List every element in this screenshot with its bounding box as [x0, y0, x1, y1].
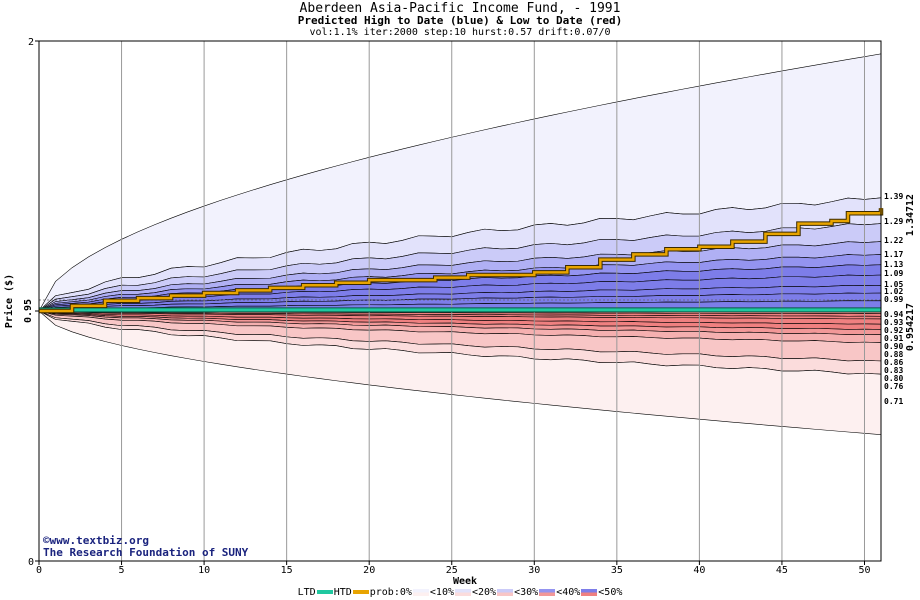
legend-swatch-10: [455, 588, 471, 596]
right-value-low: 0.954217: [905, 303, 916, 351]
band-end-label-5: 1.09: [884, 269, 903, 278]
legend-swatch-0: [412, 588, 429, 596]
chart-title: Aberdeen Asia-Pacific Income Fund, - 199…: [299, 1, 621, 16]
label-layer: 1.39 1.29 1.22 1.171.131.09 1.051.020.99 0.94…: [884, 192, 916, 406]
legend-prob-label: prob:0%: [369, 587, 412, 598]
x-axis-label: Week: [453, 576, 477, 587]
legend-htd-label: HTD: [333, 587, 352, 598]
credit-block: ©www.textbiz.org The Research Foundation…: [43, 535, 248, 559]
chart-subtitle: Predicted High to Date (blue) & Low to D…: [297, 14, 623, 27]
x-tick-label-30: 30: [528, 565, 540, 576]
y-axis-label: Price ($): [3, 274, 15, 328]
x-tick-label-5: 5: [119, 565, 125, 576]
y-tick-label-0: 0: [28, 557, 34, 568]
band-layer: [38, 41, 882, 561]
x-tick-label-10: 10: [198, 565, 210, 576]
legend-swatch-20: [497, 588, 514, 596]
x-tick-label-45: 45: [776, 565, 788, 576]
legend-item-50: <50%: [598, 587, 623, 598]
series-layer: [39, 208, 884, 314]
x-tick-label-35: 35: [611, 565, 623, 576]
band-end-label-7: 1.02: [884, 287, 903, 296]
band-end-label-9: 0.94: [884, 310, 903, 319]
band-end-label-15: 0.86: [884, 358, 903, 367]
legend-item-30: <30%: [514, 587, 539, 598]
band-end-label-19: 0.71: [884, 397, 903, 406]
band-end-label-17: 0.80: [884, 374, 903, 383]
band-end-label-12: 0.91: [884, 334, 903, 343]
x-tick-label-20: 20: [363, 565, 375, 576]
band-end-label-14: 0.88: [884, 350, 903, 359]
legend-item-40: <40%: [556, 587, 581, 598]
htd-line: [39, 208, 883, 313]
legend: LTD HTD prob:0% <10% <20% <30% <40% <50%: [0, 587, 920, 598]
legend-swatch-40: [581, 588, 598, 596]
right-value-high: 1.34712: [905, 194, 916, 236]
legend-ltd-swatch: [316, 590, 333, 594]
y-tick-label-start: 0.95: [23, 299, 34, 323]
band-end-label-18: 0.76: [884, 382, 903, 391]
band-end-label-16: 0.83: [884, 366, 903, 375]
band-end-label-2: 1.22: [884, 236, 903, 245]
grid-layer: [39, 41, 881, 561]
copyright-icon: ©: [43, 534, 50, 547]
plot-frame: [38, 40, 882, 562]
chart-params: vol:1.1% iter:2000 step:10 hurst:0.57 dr…: [309, 27, 611, 38]
band-end-label-13: 0.90: [884, 342, 903, 351]
x-tick-label-0: 0: [36, 565, 42, 576]
x-tick-label-15: 15: [281, 565, 293, 576]
chart-title-block: Aberdeen Asia-Pacific Income Fund, - 199…: [0, 2, 920, 38]
band-end-label-4: 1.13: [884, 260, 903, 269]
band-end-label-1: 1.29: [884, 217, 903, 226]
x-tick-label-25: 25: [446, 565, 458, 576]
legend-item-10: <10%: [429, 587, 454, 598]
x-tick-label-40: 40: [693, 565, 705, 576]
band-end-label-11: 0.92: [884, 326, 903, 335]
legend-item-20: <20%: [472, 587, 497, 598]
band-end-label-6: 1.05: [884, 280, 903, 289]
y-tick-label-2: 2: [28, 37, 34, 48]
band-end-label-8: 0.99: [884, 295, 903, 304]
x-tick-label-50: 50: [858, 565, 870, 576]
band-end-label-10: 0.93: [884, 318, 903, 327]
legend-htd-swatch: [352, 590, 369, 594]
legend-swatch-30: [539, 588, 556, 596]
legend-ltd-label: LTD: [297, 587, 316, 598]
credit-org: The Research Foundation of SUNY: [43, 546, 249, 559]
band-end-label-0: 1.39: [884, 192, 903, 201]
credit-url: www.textbiz.org: [49, 534, 149, 547]
band-end-label-3: 1.17: [884, 250, 903, 259]
